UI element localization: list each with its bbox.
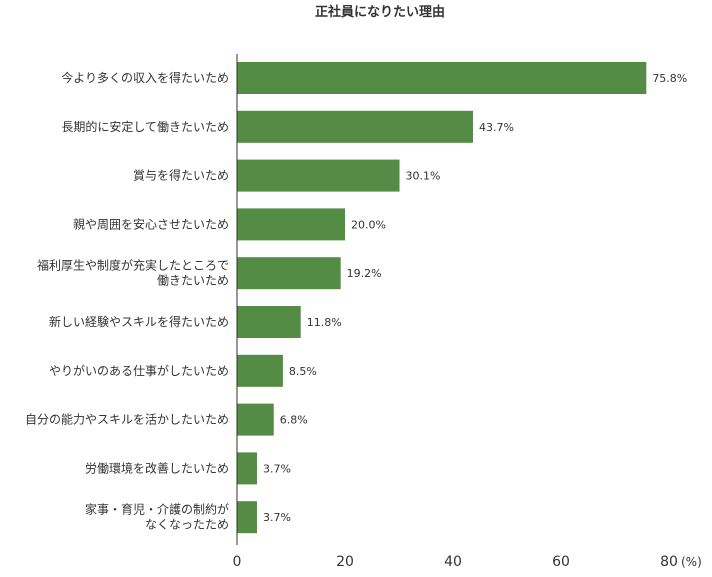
bar-value-label: 20.0% xyxy=(351,218,386,231)
category-label: なくなったため xyxy=(145,518,229,532)
category-label: 家事・育児・介護の制約が xyxy=(85,502,229,517)
x-tick-label: 20 xyxy=(336,554,354,570)
x-tick-label: 60 xyxy=(552,554,570,570)
category-label: やりがいのある仕事がしたいため xyxy=(49,363,229,378)
category-label: 賞与を得たいため xyxy=(133,168,229,183)
bar-value-label: 19.2% xyxy=(347,267,382,280)
chart-title: 正社員になりたい理由 xyxy=(315,4,445,20)
category-label: 今より多くの収入を得たいため xyxy=(61,70,229,85)
category-label: 親や周囲を安心させたいため xyxy=(73,216,229,231)
category-label: 自分の能力やスキルを活かしたいため xyxy=(25,413,229,427)
category-label: 長期的に安定して働きたいため xyxy=(61,119,229,134)
bar xyxy=(237,306,301,338)
x-axis-ticks: 0 20 40 60 80 xyxy=(233,554,678,570)
bar-value-label: 30.1% xyxy=(406,170,441,183)
bar xyxy=(237,354,283,387)
category-label: 新しい経験やスキルを得たいため xyxy=(49,314,229,329)
bar xyxy=(237,208,345,241)
bar xyxy=(237,110,473,143)
category-label: 福利厚生や制度が充実したところで xyxy=(37,258,229,273)
bar-value-label: 6.8% xyxy=(280,414,308,427)
bar xyxy=(237,501,257,534)
category-label: 働きたいため xyxy=(157,274,229,288)
bar-value-label: 75.8% xyxy=(652,72,687,85)
x-tick-label: 80 xyxy=(660,554,678,570)
bar xyxy=(237,62,647,94)
bar-value-label: 8.5% xyxy=(289,365,317,378)
bar-value-label: 43.7% xyxy=(479,121,514,134)
bar xyxy=(237,403,274,436)
x-tick-label: 40 xyxy=(444,554,462,570)
x-axis-unit: (%) xyxy=(681,555,702,569)
x-tick-label: 0 xyxy=(233,554,242,570)
bar-value-label: 11.8% xyxy=(307,316,342,329)
bar-value-label: 3.7% xyxy=(263,462,291,475)
bars-group: 75.8% 今より多くの収入を得たいため 43.7% 長期的に安定して働きたいため 30… xyxy=(25,62,687,534)
bar xyxy=(237,452,257,485)
bar xyxy=(237,159,400,192)
bar-value-label: 3.7% xyxy=(263,511,291,524)
category-label: 労働環境を改善したいため xyxy=(85,460,229,475)
bar xyxy=(237,257,341,290)
